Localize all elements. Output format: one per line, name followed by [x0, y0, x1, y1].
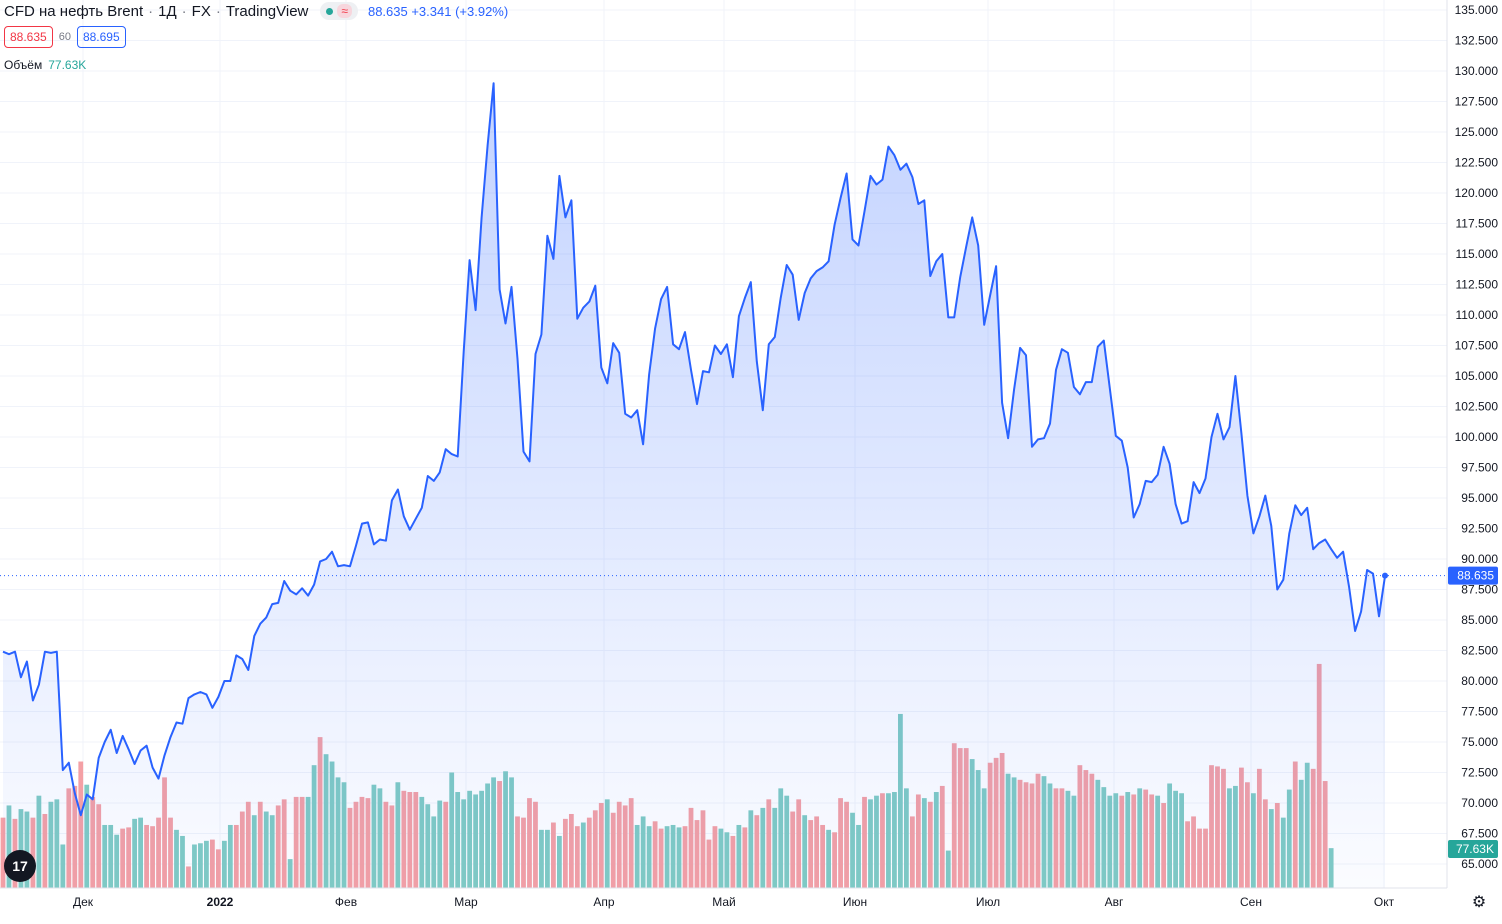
price-tick-label: 132.500 [1455, 34, 1499, 48]
separator: · [148, 2, 154, 20]
time-tick-label: Июн [843, 895, 867, 909]
last-price-label: 88.635 [1457, 569, 1494, 583]
price-tick-label: 107.500 [1455, 339, 1499, 353]
sell-price-button[interactable]: 88.635 [4, 26, 53, 48]
time-tick-label: Окт [1374, 895, 1395, 909]
time-axis-bg [0, 888, 1502, 919]
price-change: 88.635 +3.341 (+3.92%) [367, 3, 509, 19]
exchange: FX [191, 2, 211, 20]
price-tick-label: 75.000 [1461, 735, 1498, 749]
market-open-dot-icon [326, 7, 334, 15]
time-tick-label: Авг [1105, 895, 1124, 909]
price-tick-label: 115.000 [1456, 247, 1499, 261]
price-tick-label: 125.000 [1455, 125, 1499, 139]
price-tick-label: 105.000 [1455, 369, 1499, 383]
price-axis-bg [1447, 0, 1502, 919]
volume-badge [1448, 840, 1498, 858]
last-price-badge [1448, 566, 1498, 585]
time-tick-label: Июл [976, 895, 1000, 909]
price-tick-label: 102.500 [1455, 400, 1499, 414]
time-tick-label: Дек [73, 895, 94, 909]
price-tick-label: 65.000 [1461, 857, 1498, 871]
data-source: TradingView [225, 2, 309, 20]
spread-value: 60 [58, 31, 71, 43]
time-tick-label: 2022 [207, 895, 234, 909]
price-area-fill [3, 83, 1385, 888]
price-tick-label: 112.500 [1456, 278, 1499, 292]
time-tick-label: Сен [1240, 895, 1262, 909]
volume-value: 77.63K [48, 58, 87, 72]
price-tick-label: 117.500 [1456, 217, 1499, 231]
volume-legend[interactable]: Объём 77.63K [4, 58, 86, 72]
price-tick-label: 100.000 [1455, 430, 1499, 444]
tradingview-logo-icon[interactable]: 17 [4, 850, 36, 882]
time-tick-label: Апр [593, 895, 615, 909]
volume-label: Объём [4, 58, 43, 72]
time-tick-label: Фев [335, 895, 357, 909]
price-tick-label: 127.500 [1455, 95, 1499, 109]
separator: · [215, 2, 221, 20]
price-tick-label: 95.000 [1461, 491, 1498, 505]
symbol-name[interactable]: CFD на нефть Brent [4, 2, 144, 20]
interval[interactable]: 1Д [158, 2, 177, 20]
wave-icon: ≈ [337, 4, 352, 18]
price-tick-label: 92.500 [1461, 522, 1498, 536]
price-tick-label: 135.000 [1455, 3, 1499, 17]
time-tick-label: Май [712, 895, 736, 909]
last-price-dot [1382, 572, 1388, 579]
price-line [2, 82, 1386, 817]
bid-ask-row: 88.635 60 88.695 [4, 26, 126, 48]
separator: · [181, 2, 187, 20]
price-tick-label: 67.500 [1461, 827, 1498, 841]
price-tick-label: 130.000 [1455, 64, 1499, 78]
price-tick-label: 85.000 [1461, 613, 1498, 627]
gear-icon[interactable]: ⚙ [1471, 894, 1487, 911]
price-tick-label: 70.000 [1461, 796, 1498, 810]
price-tick-label: 120.000 [1455, 186, 1499, 200]
time-tick-label: Мар [454, 895, 478, 909]
price-tick-label: 122.500 [1455, 156, 1499, 170]
buy-price-button[interactable]: 88.695 [76, 26, 126, 48]
price-tick-label: 82.500 [1461, 644, 1498, 658]
market-status-pill[interactable]: ≈ [320, 2, 358, 20]
price-tick-label: 72.500 [1461, 766, 1498, 780]
price-tick-label: 87.500 [1461, 583, 1498, 597]
price-tick-label: 77.500 [1461, 705, 1498, 719]
chart-header: CFD на нефть Brent · 1Д · FX · TradingVi… [4, 0, 508, 22]
price-tick-label: 110.000 [1456, 308, 1499, 322]
volume-badge-label: 77.63K [1456, 842, 1494, 856]
price-tick-label: 90.000 [1461, 552, 1498, 566]
price-tick-label: 97.500 [1461, 461, 1498, 475]
price-area [0, 82, 1447, 888]
price-tick-label: 80.000 [1461, 674, 1498, 688]
